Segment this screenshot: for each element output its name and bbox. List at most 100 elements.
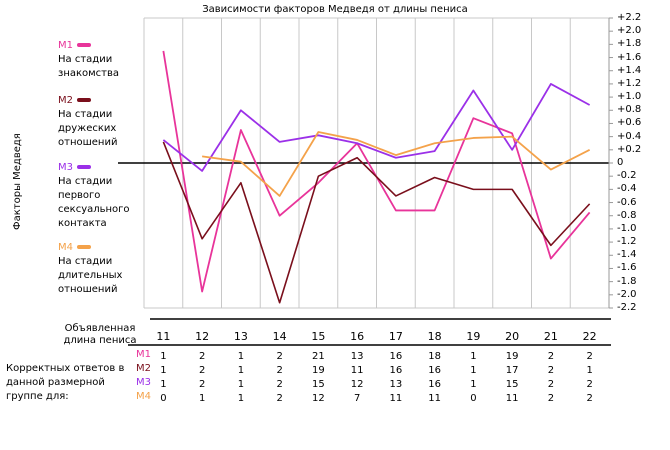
legend-label-m3: На стадии первого сексуального контакта [58, 176, 130, 229]
y-tick-label: -1.2 [617, 236, 637, 248]
y-tick-label: +2.0 [617, 25, 642, 37]
y-tick-label: -0.2 [617, 170, 637, 182]
counts-cell: 1 [160, 351, 167, 362]
counts-cell: 11 [350, 365, 364, 376]
legend-code-m2: M2 [58, 95, 91, 106]
y-tick-label: +2.2 [617, 12, 642, 23]
counts-cell: 21 [312, 351, 325, 362]
counts-row-code: M3 [136, 377, 151, 388]
counts-cell: 2 [586, 351, 593, 362]
counts-cell: 1 [160, 379, 167, 390]
counts-cell: 2 [586, 393, 593, 404]
counts-cell: 2 [198, 365, 206, 376]
legend-code-m1: M1 [58, 40, 91, 51]
y-tick-label: +1.2 [617, 77, 642, 89]
x-tick-label: 15 [311, 330, 326, 343]
legend-label-m1: На стадии знакомства [58, 54, 120, 79]
series-line-m3 [162, 83, 591, 172]
y-tick-label: -2.2 [617, 302, 637, 313]
legend-code-m3: M3 [58, 162, 91, 173]
counts-cell: 1 [198, 393, 206, 404]
counts-cell: 19 [312, 365, 325, 376]
legend-label-m2: На стадии дружеских отношений [58, 109, 118, 148]
legend-swatch [77, 245, 91, 249]
counts-cell: 2 [547, 365, 555, 376]
counts-cell: 13 [389, 379, 403, 390]
counts-cell: 1 [470, 365, 477, 376]
y-tick-label: +1.0 [617, 91, 642, 103]
y-tick-label: +0.8 [617, 104, 642, 116]
y-tick-label: 0 [617, 157, 624, 168]
y-tick-label: +0.2 [617, 143, 642, 155]
series-line-m2 [162, 141, 591, 304]
y-tick-label: -1.6 [617, 262, 637, 274]
counts-cell: 0 [160, 393, 167, 404]
legend-swatch [77, 165, 91, 169]
y-axis-label: Факторы Медведя [12, 133, 23, 230]
counts-cell: 1 [470, 379, 477, 390]
x-tick-label: 11 [156, 330, 171, 343]
y-tick-label: +1.6 [617, 51, 642, 63]
counts-cell: 1 [160, 365, 167, 376]
x-tick-label: 20 [505, 330, 520, 343]
counts-cell: 1 [470, 351, 477, 362]
x-tick-label: 13 [233, 330, 248, 343]
x-tick-label: 14 [272, 330, 287, 343]
counts-cell: 1 [237, 351, 245, 362]
counts-label: Корректных ответов в данной размерной гр… [6, 363, 125, 402]
y-tick-label: +1.8 [617, 38, 642, 50]
x-tick-label: 18 [427, 330, 442, 343]
counts-row-code: M1 [136, 349, 151, 360]
counts-cell: 16 [389, 365, 403, 376]
counts-cell: 2 [547, 351, 555, 362]
counts-cell: 2 [198, 351, 206, 362]
counts-cell: 1 [237, 393, 245, 404]
chart-title: Зависимости факторов Медведя от длины пе… [202, 4, 468, 15]
counts-cell: 11 [389, 393, 403, 404]
counts-cell: 19 [505, 351, 519, 362]
counts-cell: 11 [505, 393, 519, 404]
counts-cell: 15 [312, 379, 325, 390]
counts-cell: 1 [237, 379, 245, 390]
counts-cell: 13 [350, 351, 364, 362]
counts-cell: 17 [505, 365, 519, 376]
counts-cell: 2 [276, 379, 283, 390]
y-tick-label: -0.8 [617, 209, 637, 221]
y-tick-label: -0.6 [617, 196, 637, 208]
counts-cell: 16 [428, 379, 441, 390]
counts-cell: 11 [428, 393, 441, 404]
y-tick-label: -1.4 [617, 249, 637, 261]
counts-cell: 12 [312, 393, 325, 404]
counts-cell: 16 [389, 351, 403, 362]
counts-cell: 2 [276, 351, 283, 362]
y-tick-label: +1.4 [617, 64, 642, 76]
counts-cell: 2 [276, 365, 283, 376]
counts-cell: 2 [198, 379, 206, 390]
x-tick-label: 19 [466, 330, 481, 343]
counts-cell: 18 [428, 351, 441, 362]
legend-code-m4: M4 [58, 242, 91, 253]
y-tick-label: -1.8 [617, 275, 637, 287]
legend-swatch [77, 43, 91, 47]
x-tick-label: 16 [350, 330, 365, 343]
x-tick-label: 17 [388, 330, 403, 343]
counts-cell: 2 [547, 393, 555, 404]
y-tick-label: +0.6 [617, 117, 642, 129]
y-tick-label: -1.0 [617, 222, 637, 234]
x-tick-label: 22 [582, 330, 597, 343]
counts-row-code: M2 [136, 363, 151, 374]
counts-cell: 2 [276, 393, 283, 404]
counts-cell: 2 [547, 379, 555, 390]
counts-cell: 16 [428, 365, 441, 376]
x-tick-label: 12 [195, 330, 210, 343]
x-tick-label: 21 [543, 330, 558, 343]
counts-row-code: M4 [136, 391, 151, 402]
legend-swatch [77, 98, 91, 102]
counts-cell: 1 [586, 365, 593, 376]
counts-cell: 1 [237, 365, 245, 376]
series-line-m4 [202, 131, 591, 197]
counts-cell: 15 [505, 379, 519, 390]
counts-cell: 2 [586, 379, 593, 390]
y-tick-label: -0.4 [617, 183, 637, 195]
